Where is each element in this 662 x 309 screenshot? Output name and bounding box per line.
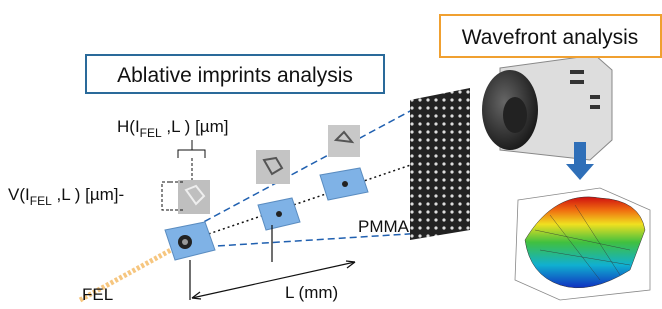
v-label: V(IFEL ,L ) [µm]- (8, 185, 124, 208)
imprint-images (178, 125, 360, 214)
camera (482, 55, 612, 160)
surface-plot (515, 188, 650, 300)
h-suffix: ,L ) [µm] (162, 117, 229, 136)
pmma-label: PMMA (358, 217, 410, 236)
wavefront-title: Wavefront analysis (462, 26, 639, 49)
v-suffix: ,L ) [µm]- (52, 185, 124, 204)
v-prefix: V(I (8, 185, 30, 204)
diagram: Wavefront analysis Ablative imprints ana… (0, 0, 662, 304)
distance-label: L (mm) (285, 283, 338, 302)
h-prefix: H(I (117, 117, 140, 136)
v-subscript: FEL (30, 194, 52, 208)
beam-edge (185, 95, 440, 232)
fel-label: FEL (82, 285, 113, 304)
h-label: H(IFEL ,L ) [µm] (117, 117, 228, 140)
grid-screen (410, 88, 470, 240)
ablative-title: Ablative imprints analysis (117, 64, 353, 87)
h-subscript: FEL (140, 126, 162, 140)
